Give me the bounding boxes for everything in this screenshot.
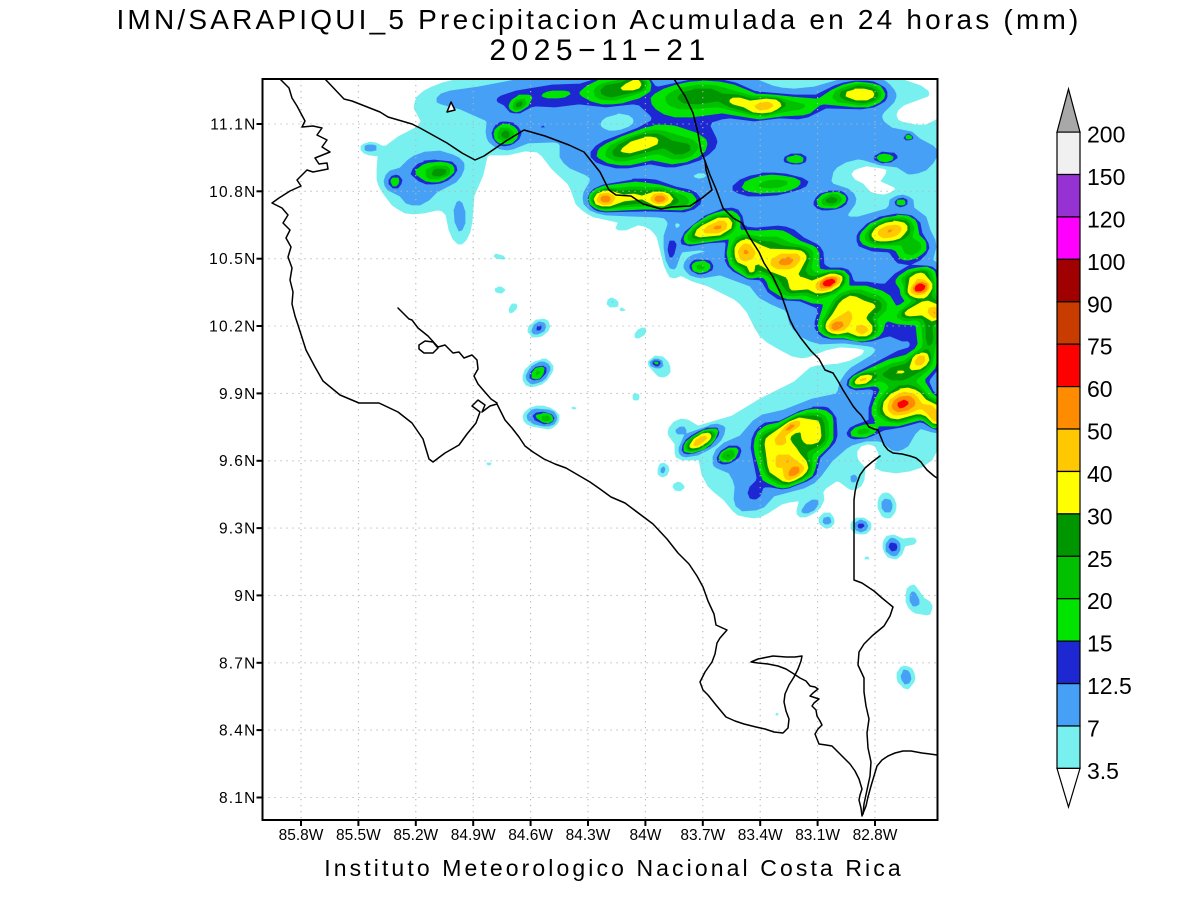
svg-text:11.1N: 11.1N — [210, 117, 256, 134]
svg-text:3.5: 3.5 — [1087, 758, 1119, 784]
svg-text:9.3N: 9.3N — [219, 521, 257, 538]
svg-text:8.4N: 8.4N — [219, 723, 257, 740]
svg-text:84W: 84W — [629, 827, 661, 844]
svg-text:83.1W: 83.1W — [795, 827, 840, 844]
svg-text:9.6N: 9.6N — [219, 453, 257, 470]
svg-text:83.7W: 83.7W — [680, 827, 725, 844]
svg-text:8.1N: 8.1N — [219, 790, 257, 807]
svg-text:150: 150 — [1087, 164, 1125, 190]
svg-text:7: 7 — [1087, 716, 1100, 742]
svg-text:2025−11−21: 2025−11−21 — [489, 34, 710, 67]
svg-text:84.9W: 84.9W — [451, 827, 496, 844]
svg-text:9.9N: 9.9N — [219, 386, 257, 403]
svg-text:120: 120 — [1087, 206, 1125, 232]
svg-text:60: 60 — [1087, 376, 1113, 402]
svg-text:20: 20 — [1087, 588, 1113, 614]
svg-text:84.6W: 84.6W — [508, 827, 553, 844]
svg-text:75: 75 — [1087, 334, 1113, 360]
svg-text:82.8W: 82.8W — [853, 827, 898, 844]
svg-text:8.7N: 8.7N — [219, 655, 257, 672]
svg-text:30: 30 — [1087, 503, 1113, 529]
svg-text:9N: 9N — [234, 588, 256, 605]
svg-text:IMN/SARAPIQUI_5 Precipitacion: IMN/SARAPIQUI_5 Precipitacion Acumulada … — [116, 4, 1081, 35]
svg-text:Instituto Meteorologico Nacion: Instituto Meteorologico Nacional Costa R… — [324, 855, 903, 881]
svg-text:90: 90 — [1087, 291, 1113, 317]
svg-text:83.4W: 83.4W — [738, 827, 783, 844]
svg-text:10.2N: 10.2N — [209, 319, 256, 336]
svg-text:10.8N: 10.8N — [209, 184, 256, 201]
svg-text:85.5W: 85.5W — [336, 827, 381, 844]
svg-text:25: 25 — [1087, 546, 1113, 572]
svg-text:10.5N: 10.5N — [209, 251, 256, 268]
svg-text:15: 15 — [1087, 631, 1113, 657]
svg-text:100: 100 — [1087, 249, 1125, 275]
svg-text:50: 50 — [1087, 419, 1113, 445]
svg-text:84.3W: 84.3W — [566, 827, 611, 844]
svg-text:85.2W: 85.2W — [393, 827, 438, 844]
svg-text:12.5: 12.5 — [1087, 673, 1132, 699]
svg-text:40: 40 — [1087, 461, 1113, 487]
svg-text:200: 200 — [1087, 122, 1125, 148]
svg-text:85.8W: 85.8W — [279, 827, 324, 844]
